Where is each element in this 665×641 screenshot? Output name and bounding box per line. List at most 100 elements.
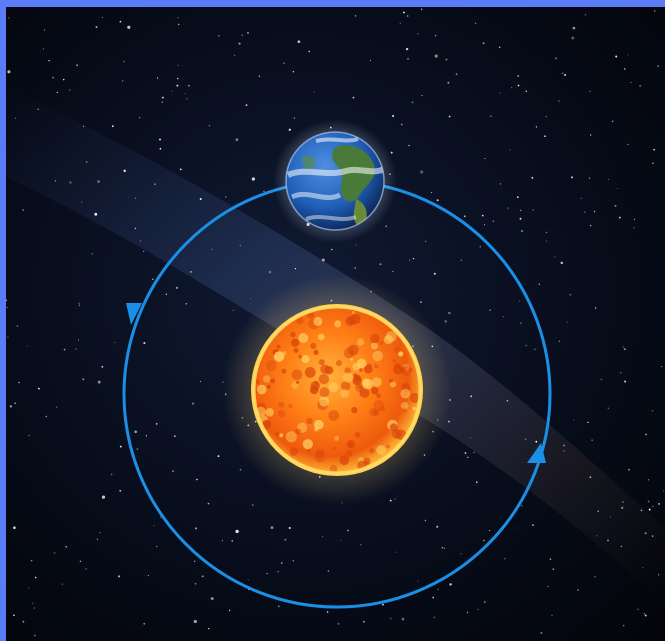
sun-granule xyxy=(375,393,382,399)
sun-granule xyxy=(285,431,297,443)
star xyxy=(194,560,196,562)
star xyxy=(252,504,254,506)
sun-granule xyxy=(336,360,342,367)
star xyxy=(432,596,435,599)
star xyxy=(392,270,394,273)
star xyxy=(554,256,556,258)
star xyxy=(61,583,63,585)
star xyxy=(347,529,349,532)
star xyxy=(294,267,297,270)
star xyxy=(546,240,548,242)
sun-granule xyxy=(349,316,358,325)
sun-granule xyxy=(320,364,330,374)
star xyxy=(584,13,587,16)
star xyxy=(134,430,137,434)
star xyxy=(430,191,433,194)
sun-granule xyxy=(329,464,338,473)
star xyxy=(94,212,98,216)
star xyxy=(211,248,213,251)
star xyxy=(188,85,190,87)
star xyxy=(13,526,16,529)
sun-granule xyxy=(265,408,275,417)
star xyxy=(385,225,387,227)
star xyxy=(235,138,239,142)
star xyxy=(196,478,198,481)
star xyxy=(572,26,576,30)
star xyxy=(234,54,236,56)
star xyxy=(448,311,451,315)
sun-granule xyxy=(278,401,285,408)
sun-granule xyxy=(371,387,379,395)
sun-granule xyxy=(339,455,350,465)
star xyxy=(449,583,452,586)
star xyxy=(520,229,524,233)
star xyxy=(208,627,210,630)
star-field xyxy=(6,8,665,637)
star xyxy=(615,55,618,58)
star xyxy=(156,545,158,547)
star xyxy=(623,68,626,70)
star xyxy=(434,54,438,58)
sun-granule xyxy=(332,446,337,451)
star xyxy=(313,91,315,93)
sun-granule xyxy=(389,378,393,383)
star xyxy=(194,527,197,530)
star xyxy=(288,128,291,131)
sun-granule xyxy=(364,364,373,374)
star xyxy=(145,435,148,437)
star xyxy=(228,609,231,612)
sun-granule xyxy=(266,384,271,389)
star xyxy=(627,143,629,146)
star xyxy=(177,64,179,66)
star xyxy=(354,267,356,269)
star xyxy=(551,614,553,616)
star xyxy=(147,574,149,577)
sun-granule xyxy=(296,316,304,325)
star xyxy=(308,50,311,53)
star xyxy=(616,187,619,189)
sun-granule xyxy=(281,368,287,374)
star xyxy=(54,180,56,182)
star xyxy=(614,204,617,207)
star xyxy=(425,240,427,242)
star xyxy=(293,117,295,119)
star xyxy=(441,546,444,549)
star xyxy=(52,76,54,79)
star xyxy=(321,258,325,262)
sun-granule xyxy=(359,387,370,398)
star xyxy=(420,170,424,174)
star xyxy=(27,587,30,589)
star xyxy=(194,582,197,585)
star xyxy=(284,538,287,541)
star xyxy=(53,552,56,554)
star xyxy=(561,72,564,75)
sun-granule xyxy=(352,376,362,386)
star xyxy=(463,215,466,218)
sun-granule xyxy=(313,349,319,355)
sun-granule xyxy=(304,367,316,378)
star xyxy=(139,240,142,242)
star xyxy=(176,286,178,289)
sun-granule xyxy=(356,358,367,369)
sun-granule xyxy=(373,399,385,411)
star xyxy=(640,509,643,512)
star xyxy=(651,409,654,412)
star xyxy=(647,479,650,481)
star xyxy=(241,34,244,37)
star xyxy=(507,207,509,209)
star xyxy=(532,524,534,526)
sun-granule xyxy=(262,419,272,429)
star xyxy=(352,96,355,99)
star xyxy=(101,365,104,368)
star xyxy=(633,227,635,229)
sun-granule xyxy=(302,439,313,450)
star xyxy=(658,503,660,505)
star xyxy=(199,380,202,382)
sun-granule xyxy=(345,449,353,458)
sun-granule xyxy=(275,432,280,437)
star xyxy=(571,176,573,179)
sun-granule xyxy=(319,387,330,398)
star xyxy=(283,62,285,64)
star xyxy=(520,209,522,212)
